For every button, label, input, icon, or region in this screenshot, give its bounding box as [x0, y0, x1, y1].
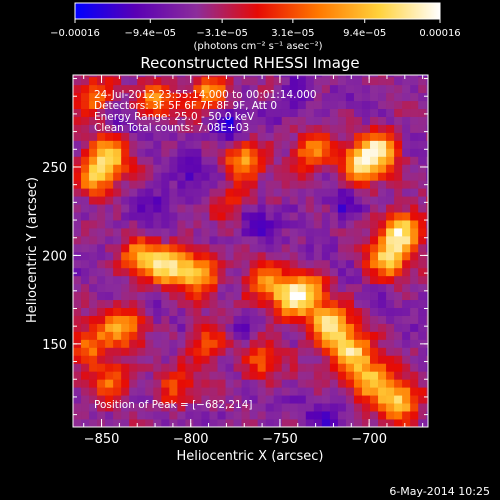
x-axis-label: Heliocentric X (arcsec): [177, 449, 324, 464]
colorbar-tick-label: 0.00016: [419, 28, 460, 39]
x-tick-label: −850: [84, 432, 120, 447]
annotation-line: Energy Range: 25.0 - 50.0 keV: [94, 111, 255, 123]
colorbar-unit-label: (photons cm⁻² s⁻¹ asec⁻²): [193, 41, 322, 52]
annotation-line: Detectors: 3F 5F 6F 7F 8F 9F, Att 0: [94, 100, 277, 112]
annotation-line: 24-Jul-2012 23:55:14.000 to 00:01:14.000: [94, 89, 317, 101]
plot-frame: [72, 74, 429, 428]
annotation-block: 24-Jul-2012 23:55:14.000 to 00:01:14.000…: [94, 89, 317, 411]
footer-date: 6-May-2014 10:25: [389, 485, 490, 498]
y-tick-label: 200: [42, 249, 67, 264]
x-tick-label: −700: [351, 432, 387, 447]
y-tick-label: 150: [42, 338, 67, 353]
colorbar-tick-label: 3.1e−05: [271, 28, 314, 39]
colorbar-tick-label: −3.1e−05: [196, 28, 248, 39]
colorbar-tick-label: 9.4e−05: [343, 28, 386, 39]
annotation-line: Clean Total counts: 7.08E+03: [94, 122, 249, 134]
colorbar: −0.00016 −9.4e−05 −3.1e−05 3.1e−05 9.4e−05 0.…: [50, 2, 461, 52]
chart-title: Reconstructed RHESSI Image: [140, 54, 359, 72]
colorbar-tick-label: −9.4e−05: [125, 28, 177, 39]
y-axis-label: Heliocentric Y (arcsec): [25, 177, 40, 323]
axes: −850 −800 −750 −700 150 200 250: [42, 74, 429, 447]
x-tick-label: −800: [173, 432, 209, 447]
y-tick-label: 250: [42, 161, 67, 176]
colorbar-gradient: [74, 2, 441, 20]
x-tick-label: −750: [262, 432, 298, 447]
colorbar-tick-label: −0.00016: [50, 28, 100, 39]
heatmap-image: [73, 75, 428, 427]
peak-position-label: Position of Peak = [−682,214]: [94, 399, 253, 411]
